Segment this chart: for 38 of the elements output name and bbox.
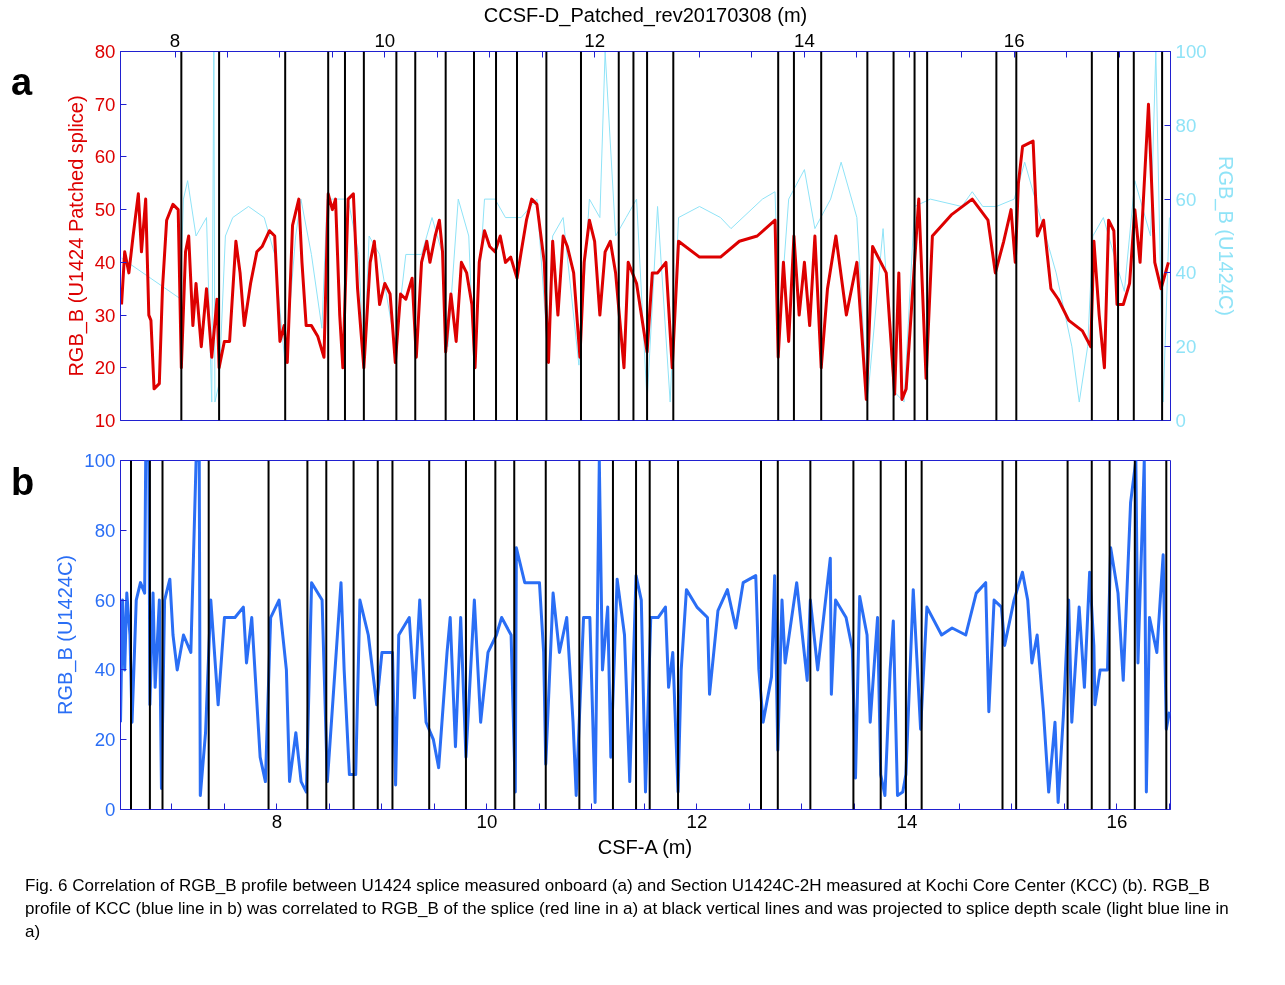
y-tick-label: 60: [94, 146, 116, 168]
y-tick-label: 100: [84, 450, 116, 471]
y2-tick-label: 20: [1175, 336, 1197, 358]
y2-tick-label: 40: [1175, 262, 1197, 284]
y-tick-label: 20: [94, 729, 116, 751]
x-tick-label: 12: [584, 29, 606, 51]
x-tick-label: 16: [1003, 29, 1025, 51]
x-tick-label: 10: [374, 29, 396, 51]
y-axis-title: RGB_B (U1424 Patched splice): [64, 95, 88, 377]
y-tick-label: 60: [94, 589, 116, 611]
x-tick-label: 10: [476, 810, 498, 832]
y-tick-label: 80: [94, 519, 116, 541]
y-tick-label: 20: [94, 357, 116, 379]
x-tick-label: 8: [169, 29, 181, 51]
x-tick-label: 14: [896, 810, 918, 832]
y-tick-label: 50: [94, 199, 116, 221]
x-tick-label: 16: [1106, 810, 1128, 832]
y-axis-title: RGB_B (U1424C): [54, 554, 78, 716]
caption: Fig. 6 Correlation of RGB_B profile between U1424 splice measured onboard (a) and Section U1424C-2H measured at Kochi Core Center (KCC) (b). RGB_B profile of KCC (blue line in b) was correlated to RGB_B of the splice (red line in a) at black vertical lines and was projected to splice depth scale (light blue line in a): [25, 875, 1230, 943]
text: b: [11, 460, 35, 505]
y-tick-label: 70: [94, 93, 116, 115]
x-tick-label: 8: [271, 810, 283, 832]
y-tick-label: 10: [94, 410, 116, 431]
x-tick-label: 14: [794, 29, 815, 51]
y2-tick-label: 60: [1175, 188, 1197, 210]
y-tick-label: 30: [94, 304, 116, 326]
y-tick-label: 40: [94, 659, 116, 681]
x-axis-title: CCSF-D_Patched_rev20170308 (m): [483, 3, 808, 27]
y2-tick-label: 0: [1175, 410, 1186, 431]
y-tick-label: 80: [94, 41, 116, 62]
y2-tick-label: 80: [1175, 114, 1197, 136]
y-tick-label: 0: [105, 799, 116, 820]
x-axis-title: CSF-A (m): [597, 835, 693, 858]
y-tick-label: 40: [94, 251, 116, 273]
y2-tick-label: 100: [1175, 41, 1207, 62]
text: a: [11, 60, 33, 105]
x-tick-label: 12: [686, 810, 708, 832]
y2-axis-title: RGB_B (U1424C): [1213, 155, 1237, 317]
